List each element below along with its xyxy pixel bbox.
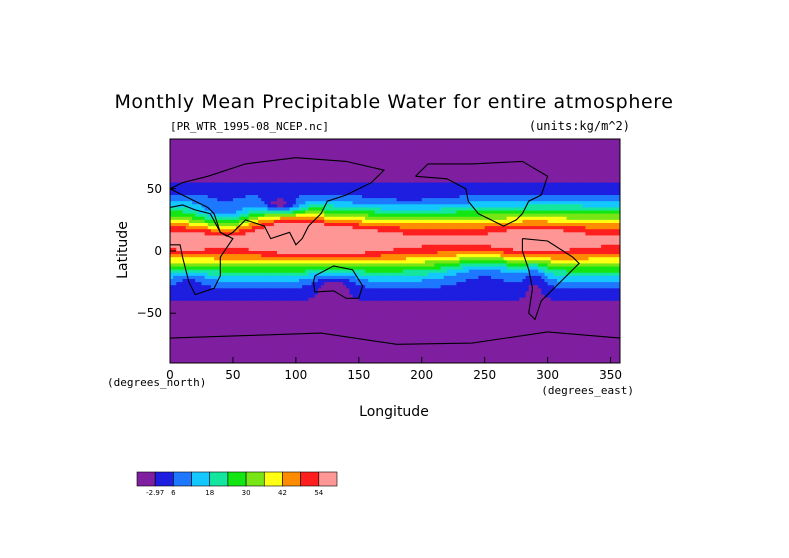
colorbar-swatch — [263, 471, 283, 487]
colorbar-swatch — [245, 471, 265, 487]
x-tick-label: 250 — [473, 368, 496, 382]
x-tick-label: 100 — [284, 368, 307, 382]
coastline-outline — [521, 238, 580, 321]
x-tick-label: 0 — [166, 368, 174, 382]
colorbar-tick-label: -2.97 — [146, 489, 164, 497]
y-tick-label: 0 — [154, 244, 162, 258]
colorbar-swatch — [318, 471, 338, 487]
colorbar-swatch — [173, 471, 192, 487]
plot-area — [170, 139, 620, 363]
x-tick-label: 150 — [347, 368, 370, 382]
colorbar: -2.97 6 18 30 42 54 — [136, 471, 338, 497]
coastline-outline — [170, 157, 386, 246]
y-tick-label: −50 — [137, 306, 162, 320]
x-unit-label: (degrees_east) — [541, 384, 634, 397]
colorbar-tick-label: 54 — [314, 489, 323, 497]
colorbar-swatch — [300, 471, 320, 487]
chart-title: Monthly Mean Precipitable Water for enti… — [114, 91, 673, 113]
coastline-outline — [170, 331, 620, 345]
units-label: (units:kg/m^2) — [529, 119, 630, 133]
colorbar-swatch — [154, 471, 174, 487]
x-tick-label: 200 — [410, 368, 433, 382]
colorbar-tick-label: 18 — [205, 489, 214, 497]
colorbar-tick-label: 42 — [278, 489, 287, 497]
coastline-outline — [170, 204, 234, 296]
axes: 0 50 100 150 200 250 300 350 −50 0 50 — [137, 138, 622, 382]
colorbar-tick-label: 6 — [171, 489, 176, 497]
y-unit-label: (degrees_north) — [107, 376, 206, 389]
y-axis-label: Latitude — [115, 221, 131, 279]
x-axis-label: Longitude — [359, 404, 429, 420]
dataset-filename: [PR_WTR_1995-08_NCEP.nc] — [170, 120, 329, 133]
y-tick-label: 50 — [147, 182, 162, 196]
x-tick-label: 350 — [599, 368, 622, 382]
x-tick-label: 300 — [536, 368, 559, 382]
precipitable-water-field — [170, 139, 620, 363]
coastline-outline — [415, 160, 549, 227]
colorbar-swatch — [136, 471, 156, 487]
colorbar-swatch — [227, 471, 247, 487]
colorbar-swatch — [282, 471, 301, 487]
colorbar-tick-label: 30 — [242, 489, 251, 497]
colorbar-swatch — [191, 471, 211, 487]
coastline-outline — [312, 265, 364, 299]
x-tick-label: 50 — [225, 368, 240, 382]
colorbar-swatch — [209, 471, 229, 487]
